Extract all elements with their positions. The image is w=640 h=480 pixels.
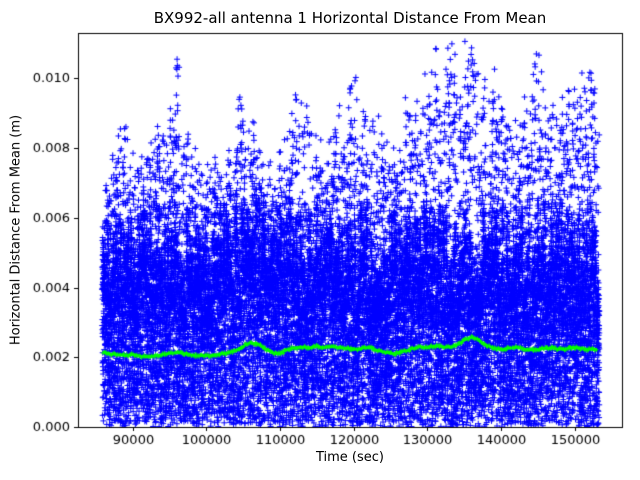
x-axis-label: Time (sec) (315, 450, 384, 465)
chart-title: BX992-all antenna 1 Horizontal Distance … (153, 9, 547, 27)
y-axis-label: Horizontal Distance From Mean (m) (8, 114, 24, 346)
